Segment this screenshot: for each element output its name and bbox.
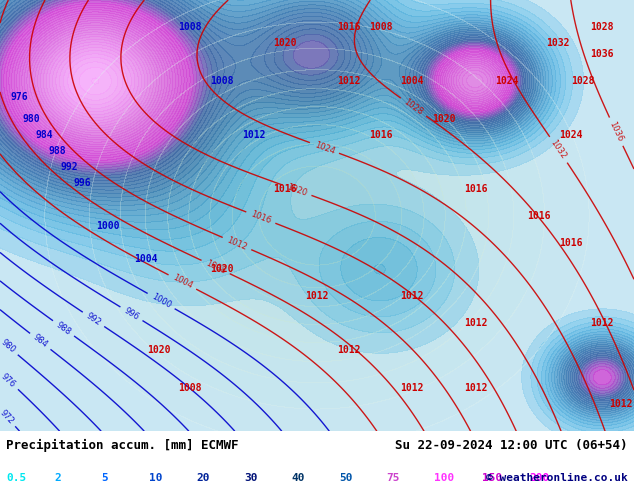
Text: 150: 150: [482, 473, 502, 483]
Text: 992: 992: [61, 162, 79, 172]
Text: 1008: 1008: [178, 22, 202, 32]
Text: 1008: 1008: [204, 258, 227, 275]
Text: 1020: 1020: [210, 265, 234, 274]
Text: 1020: 1020: [273, 38, 297, 48]
Text: Precipitation accum. [mm] ECMWF: Precipitation accum. [mm] ECMWF: [6, 440, 239, 452]
Text: 1020: 1020: [285, 182, 308, 198]
Text: 1012: 1012: [590, 318, 614, 328]
Text: 40: 40: [292, 473, 305, 483]
Text: 1012: 1012: [337, 76, 361, 86]
Text: 1016: 1016: [527, 211, 551, 220]
Text: 1012: 1012: [400, 383, 424, 393]
Text: 980: 980: [0, 338, 17, 355]
Text: 200: 200: [529, 473, 550, 483]
Text: 10: 10: [149, 473, 162, 483]
Text: 984: 984: [36, 130, 53, 140]
Text: Su 22-09-2024 12:00 UTC (06+54): Su 22-09-2024 12:00 UTC (06+54): [395, 440, 628, 452]
Text: 100: 100: [434, 473, 455, 483]
Text: © weatheronline.co.uk: © weatheronline.co.uk: [486, 473, 628, 483]
Text: 1000: 1000: [96, 221, 120, 231]
Text: 988: 988: [48, 146, 66, 156]
Text: 1000: 1000: [150, 292, 172, 310]
Text: 972: 972: [0, 408, 15, 426]
Text: 1004: 1004: [134, 254, 158, 264]
Text: 0.5: 0.5: [6, 473, 27, 483]
Text: 980: 980: [23, 114, 41, 123]
Text: 1004: 1004: [400, 76, 424, 86]
Text: 1024: 1024: [559, 130, 583, 140]
Text: 5: 5: [101, 473, 108, 483]
Text: 1012: 1012: [226, 235, 249, 252]
Text: 1036: 1036: [607, 120, 624, 143]
Text: 20: 20: [197, 473, 210, 483]
Text: 1004: 1004: [171, 273, 194, 291]
Text: 996: 996: [122, 306, 141, 322]
Text: 1008: 1008: [368, 22, 392, 32]
Text: 1028: 1028: [402, 98, 425, 117]
Text: 1012: 1012: [400, 292, 424, 301]
Text: 1016: 1016: [249, 210, 272, 225]
Text: 1012: 1012: [337, 345, 361, 355]
Text: 976: 976: [0, 372, 17, 389]
Text: 1016: 1016: [368, 130, 392, 140]
Text: 984: 984: [31, 333, 49, 350]
Text: 1012: 1012: [463, 318, 488, 328]
Text: 1008: 1008: [178, 383, 202, 393]
Text: 1036: 1036: [590, 49, 614, 59]
Text: 1028: 1028: [590, 22, 614, 32]
Text: 1020: 1020: [146, 345, 171, 355]
Text: 1024: 1024: [313, 140, 336, 156]
Text: 988: 988: [55, 320, 73, 337]
Text: 1012: 1012: [463, 383, 488, 393]
Text: 30: 30: [244, 473, 257, 483]
Text: 1016: 1016: [559, 238, 583, 247]
Text: 1020: 1020: [432, 114, 456, 123]
Text: 1012: 1012: [609, 399, 633, 409]
Text: 992: 992: [84, 311, 103, 327]
Text: 976: 976: [10, 92, 28, 102]
Text: 50: 50: [339, 473, 353, 483]
Text: 996: 996: [74, 178, 91, 188]
Text: 1016: 1016: [463, 184, 488, 194]
Text: 1032: 1032: [546, 38, 570, 48]
Text: 1024: 1024: [495, 76, 519, 86]
Text: 1012: 1012: [242, 130, 266, 140]
Text: 1016: 1016: [337, 22, 361, 32]
Text: 1012: 1012: [305, 292, 329, 301]
Text: 1028: 1028: [571, 76, 595, 86]
Text: 1032: 1032: [549, 139, 568, 161]
Text: 75: 75: [387, 473, 400, 483]
Text: 1016: 1016: [273, 184, 297, 194]
Text: 2: 2: [54, 473, 61, 483]
Text: 1008: 1008: [210, 76, 234, 86]
